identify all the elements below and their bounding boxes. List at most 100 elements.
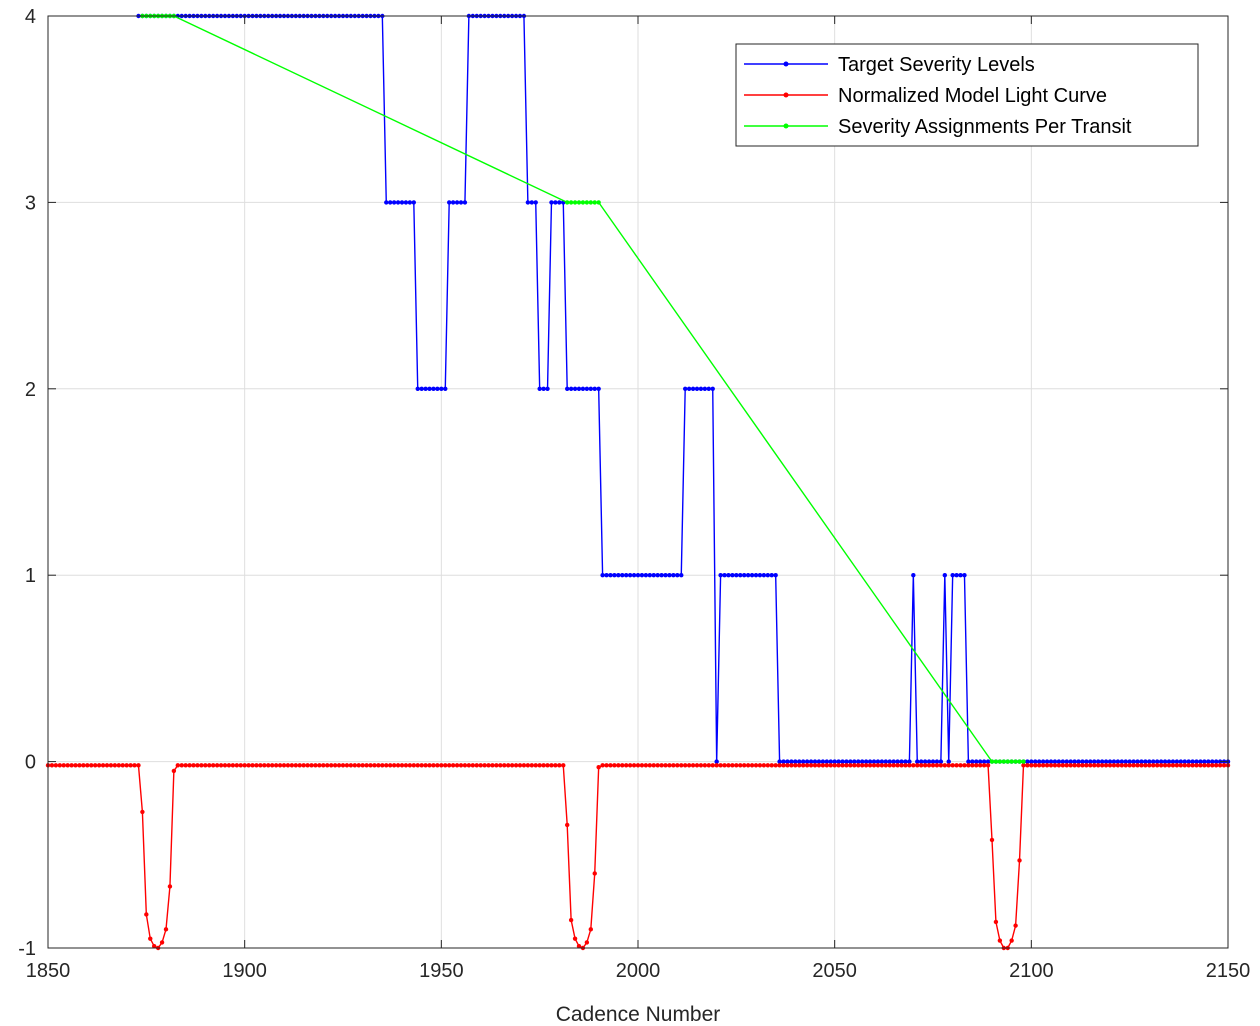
data-point: [332, 763, 338, 768]
data-point: [447, 763, 452, 768]
data-point: [321, 763, 326, 768]
data-point: [919, 763, 924, 768]
data-point: [1099, 763, 1105, 768]
data-point: [651, 763, 656, 768]
data-point: [435, 386, 440, 391]
data-point: [745, 763, 751, 768]
data-point: [584, 386, 590, 391]
data-point: [773, 763, 778, 768]
data-point: [207, 763, 212, 768]
data-point: [879, 763, 885, 768]
data-point: [1158, 763, 1164, 768]
data-point: [1155, 763, 1160, 768]
data-point: [163, 927, 169, 932]
data-point: [899, 763, 904, 768]
data-point: [757, 763, 763, 768]
data-point: [525, 200, 531, 205]
data-point: [1162, 759, 1168, 764]
data-point: [974, 759, 979, 764]
data-point: [1072, 759, 1077, 764]
data-point: [108, 763, 114, 768]
data-point: [565, 200, 570, 205]
legend-entry: Severity Assignments Per Transit: [744, 116, 1132, 138]
data-point: [557, 763, 562, 768]
data-point: [856, 759, 861, 764]
data-point: [702, 763, 708, 768]
data-point: [942, 763, 947, 768]
data-point: [517, 763, 523, 768]
data-point: [769, 763, 774, 768]
data-point: [199, 763, 204, 768]
data-point: [604, 573, 609, 578]
data-point: [852, 759, 857, 764]
data-point: [1178, 763, 1184, 768]
data-point: [974, 763, 979, 768]
data-point: [891, 763, 896, 768]
data-point: [545, 386, 550, 391]
data-point: [124, 763, 129, 768]
data-point: [391, 200, 397, 205]
data-point: [1217, 763, 1223, 768]
data-point: [742, 763, 747, 768]
data-point: [620, 573, 625, 578]
data-point: [1131, 763, 1136, 768]
data-point: [450, 200, 456, 205]
data-point: [643, 763, 649, 768]
data-point: [443, 763, 448, 768]
data-point: [997, 759, 1003, 764]
data-point: [698, 763, 704, 768]
data-point: [580, 200, 586, 205]
data-point: [639, 763, 645, 768]
data-point: [1119, 763, 1125, 768]
data-point: [411, 763, 416, 768]
data-point: [643, 573, 649, 578]
data-point: [686, 763, 692, 768]
data-point: [1214, 759, 1219, 764]
x-tick-label: 1950: [419, 960, 464, 982]
data-point: [753, 573, 759, 578]
data-point: [1048, 759, 1054, 764]
data-point: [191, 763, 196, 768]
data-point: [761, 573, 767, 578]
data-point: [718, 763, 723, 768]
data-point: [85, 763, 90, 768]
data-point: [844, 763, 849, 768]
data-point: [541, 763, 546, 768]
data-point: [879, 759, 885, 764]
data-point: [863, 763, 869, 768]
data-point: [887, 763, 892, 768]
data-point: [690, 386, 696, 391]
data-point: [954, 763, 959, 768]
data-point: [167, 884, 173, 889]
data-point: [431, 763, 436, 768]
data-point: [238, 763, 243, 768]
data-point: [915, 763, 920, 768]
data-point: [989, 837, 995, 843]
data-point: [808, 763, 814, 768]
data-point: [356, 763, 361, 768]
data-point: [797, 759, 802, 764]
data-point: [1025, 763, 1030, 768]
data-point: [985, 759, 991, 764]
data-point: [891, 759, 896, 764]
data-point: [1115, 763, 1121, 768]
data-point: [856, 763, 861, 768]
data-point: [498, 763, 503, 768]
data-point: [399, 200, 405, 205]
data-point: [612, 573, 617, 578]
data-point: [867, 763, 873, 768]
data-point: [1056, 763, 1062, 768]
data-point: [344, 763, 350, 768]
data-point: [447, 200, 452, 205]
data-point: [820, 763, 826, 768]
data-point: [686, 386, 692, 391]
data-point: [1202, 763, 1207, 768]
data-point: [832, 763, 837, 768]
data-point: [596, 200, 601, 205]
data-point: [1202, 759, 1207, 764]
data-point: [883, 763, 888, 768]
data-point: [1166, 763, 1172, 768]
data-point: [1190, 759, 1195, 764]
data-point: [1013, 923, 1018, 928]
data-point: [981, 759, 987, 764]
